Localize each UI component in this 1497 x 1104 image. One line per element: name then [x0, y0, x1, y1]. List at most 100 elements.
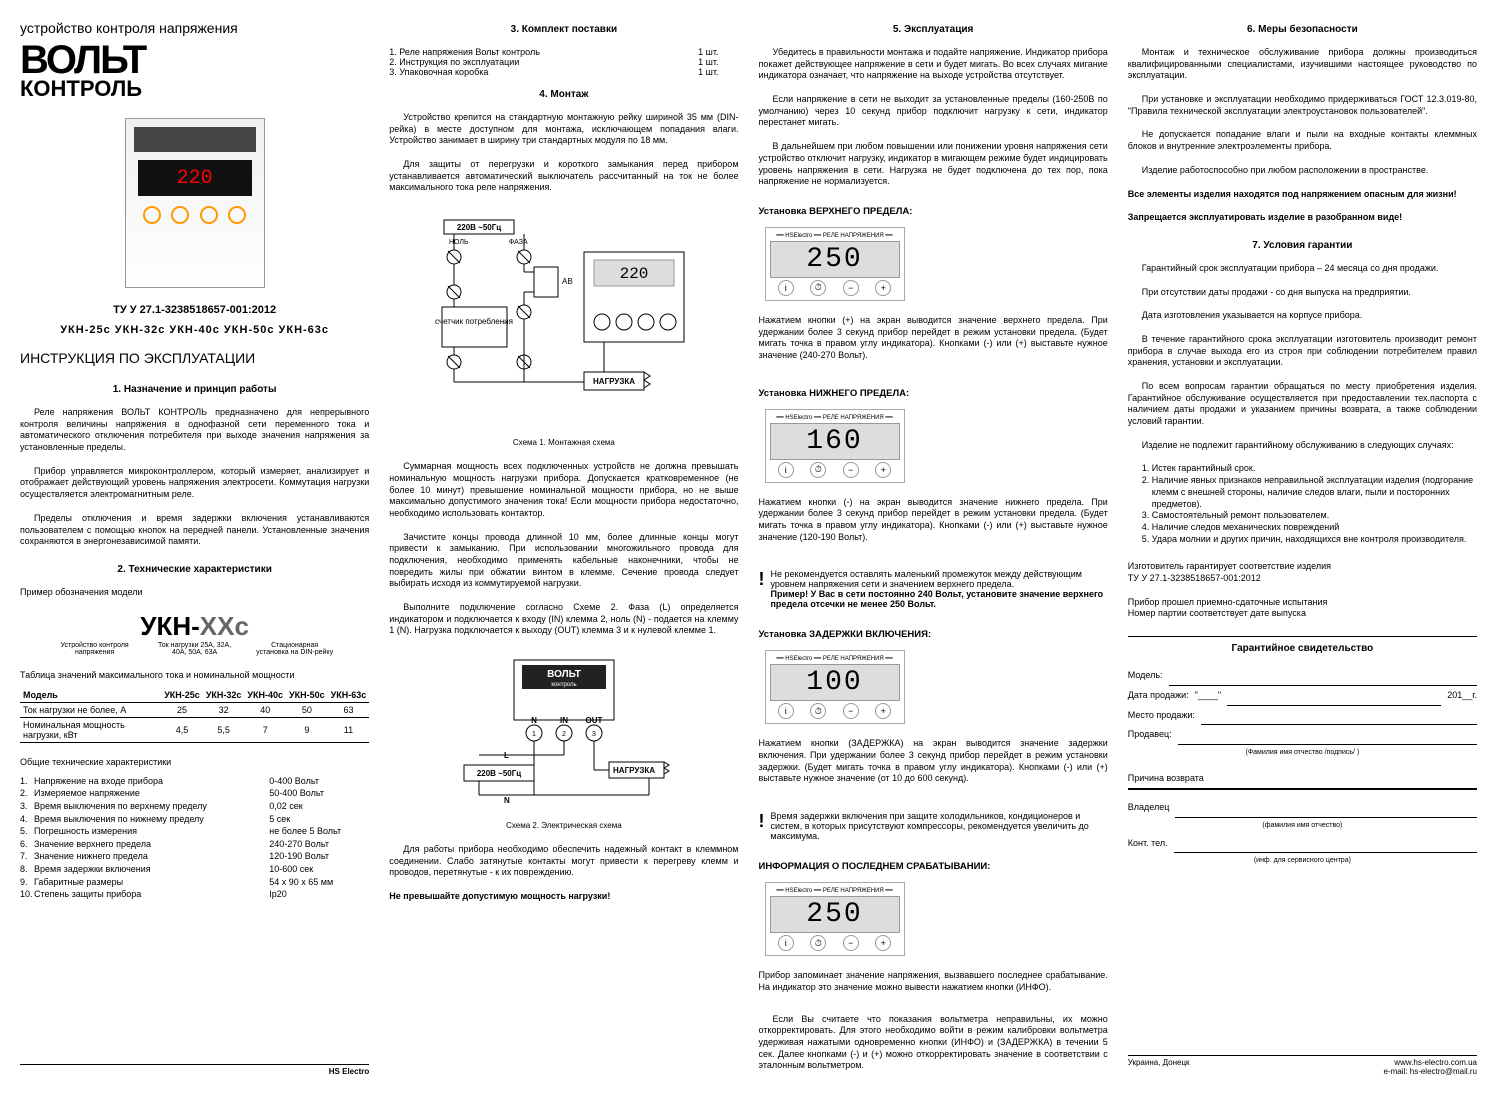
wc-model-label: Модель:: [1128, 666, 1163, 686]
wc-owner-label: Владелец: [1128, 798, 1170, 818]
svg-text:ФАЗА: ФАЗА: [509, 239, 528, 246]
title: устройство контроля напряжения: [20, 20, 369, 36]
info-icon: i: [778, 935, 794, 951]
s4-p3: Суммарная мощность всех подключенных уст…: [389, 461, 738, 519]
delay-icon: ⏱: [810, 703, 826, 719]
mfr-4: Номер партии соответствует дате выпуска: [1128, 608, 1306, 618]
footer-url: www.hs-electro.com.ua: [1394, 1058, 1477, 1067]
svg-text:счетчик потребления: счетчик потребления: [435, 317, 513, 326]
delay-icon: ⏱: [810, 462, 826, 478]
warranty-exclusions: 1. Истек гарантийный срок. 2. Наличие яв…: [1128, 463, 1477, 545]
info-h: ИНФОРМАЦИЯ О ПОСЛЕДНЕМ СРАБАТЫВАНИИ:: [759, 861, 1108, 872]
col-3: 5. Эксплуатация Убедитесь в правильности…: [759, 20, 1108, 1076]
mfr-2: ТУ У 27.1-3238518657-001:2012: [1128, 573, 1261, 583]
th-4: УКН-50с: [286, 688, 328, 703]
s6-p1: Монтаж и техническое обслуживание прибор…: [1128, 47, 1477, 82]
wc-seller-sub: (Фамилия имя отчество /подпись/ ): [1128, 745, 1477, 760]
wc-reason-label: Причина возврата: [1128, 769, 1204, 789]
svg-text:OUT: OUT: [585, 716, 602, 725]
sect-5-h: 5. Эксплуатация: [759, 24, 1108, 35]
th-model: Модель: [20, 688, 161, 703]
logo: ВОЛЬТ: [20, 44, 369, 76]
display-lower: ━━ HSElectro ━━ РЕЛЕ НАПРЯЖЕНИЯ ━━ 160 i…: [765, 409, 905, 483]
s5-p1: Убедитесь в правильности монтажа и подай…: [759, 47, 1108, 82]
delivery-table: 1. Реле напряжения Вольт контроль1 шт. 2…: [389, 47, 738, 77]
display-value: 250: [770, 241, 900, 278]
sect-3-h: 3. Комплект поставки: [389, 24, 738, 35]
sect-7-h: 7. Условия гарантии: [1128, 240, 1477, 251]
svg-text:контроль: контроль: [551, 682, 576, 688]
s1-p2: Прибор управляется микроконтроллером, ко…: [20, 466, 369, 501]
s4-p7: Не превышайте допустимую мощность нагруз…: [389, 891, 738, 903]
wc-seller-label: Продавец:: [1128, 725, 1172, 745]
warn1-text: Не рекомендуется оставлять маленький про…: [771, 569, 1082, 589]
model-code: УКН-ХХс Устройство контроля напряженияТо…: [20, 611, 369, 656]
minus-icon: −: [843, 280, 859, 296]
info-icon: i: [778, 462, 794, 478]
list-item: 5. Удара молнии и других причин, находящ…: [1142, 534, 1477, 546]
svg-text:ВОЛЬТ: ВОЛЬТ: [547, 669, 581, 680]
warn2-text: Время задержки включения при защите холо…: [771, 811, 1108, 841]
model-code-example: Пример обозначения модели: [20, 587, 369, 597]
s7-p6: Изделие не подлежит гарантийному обслужи…: [1128, 440, 1477, 452]
s4-p6: Для работы прибора необходимо обеспечить…: [389, 844, 738, 879]
sect-2-h: 2. Технические характеристики: [20, 564, 369, 575]
svg-text:НАГРУЗКА: НАГРУЗКА: [593, 377, 635, 386]
th-1: УКН-25с: [161, 688, 203, 703]
mc-prefix: УКН-: [140, 611, 199, 641]
wc-owner-sub: (фамилия имя отчество): [1128, 818, 1477, 833]
s6-p4: Изделие работоспособно при любом располо…: [1128, 165, 1477, 177]
info-icon: i: [778, 703, 794, 719]
table-caption: Таблица значений максимального тока и но…: [20, 670, 369, 680]
minus-icon: −: [843, 703, 859, 719]
s7-p2: При отсутствии даты продажи - со дня вып…: [1128, 287, 1477, 299]
svg-text:НОЛЬ: НОЛЬ: [449, 239, 469, 246]
delay-icon: ⏱: [810, 280, 826, 296]
svg-text:IN: IN: [560, 716, 568, 725]
chars-heading: Общие технические характеристики: [20, 757, 369, 767]
svg-text:N: N: [504, 796, 510, 805]
schema-2: ВОЛЬТконтроль 1N 2IN 3OUT L 220В ~50Гц N…: [454, 655, 674, 805]
list-item: 3. Самостоятельный ремонт пользователем.: [1142, 510, 1477, 522]
svg-text:220: 220: [619, 265, 648, 283]
device-image: 220: [125, 118, 265, 288]
col-1: устройство контроля напряжения ВОЛЬТ КОН…: [20, 20, 369, 1076]
footer-4: Украина, Донецк www.hs-electro.com.uae-m…: [1128, 1055, 1477, 1076]
s4-p5: Выполните подключение согласно Схеме 2. …: [389, 602, 738, 637]
s7-p3: Дата изготовления указывается на корпусе…: [1128, 310, 1477, 322]
display-value: 250: [770, 896, 900, 933]
schema-2-caption: Схема 2. Электрическая схема: [389, 821, 738, 830]
s6-p2: При установке и эксплуатации необходимо …: [1128, 94, 1477, 117]
col-2: 3. Комплект поставки 1. Реле напряжения …: [389, 20, 738, 1076]
table-row: Номинальная мощность нагрузки, кВт4,55,5…: [20, 717, 369, 742]
svg-text:2: 2: [562, 731, 566, 738]
mc-d3: Стационарная установка на DIN-рейку: [255, 642, 335, 656]
col-4: 6. Меры безопасности Монтаж и техническо…: [1128, 20, 1477, 1076]
lower-limit-p: Нажатием кнопки (-) на экран выводится з…: [759, 497, 1108, 544]
model-list: УКН-25с УКН-32с УКН-40с УКН-50с УКН-63с: [20, 324, 369, 336]
svg-text:220В ~50Гц: 220В ~50Гц: [477, 769, 521, 778]
svg-text:3: 3: [592, 731, 596, 738]
sect-1-h: 1. Назначение и принцип работы: [20, 384, 369, 395]
plus-icon: +: [875, 462, 891, 478]
schema-1: 220В ~50Гц НОЛЬФАЗА АВ счетчик потреблен…: [434, 212, 694, 422]
s5-p3: В дальнейшем при любом повышении или пон…: [759, 141, 1108, 188]
warranty-form: Модель: Дата продажи:"____"201__г. Место…: [1128, 666, 1477, 869]
warning-icon: !: [759, 811, 765, 832]
minus-icon: −: [843, 935, 859, 951]
warning-icon: !: [759, 569, 765, 590]
schema-1-caption: Схема 1. Монтажная схема: [389, 438, 738, 447]
mc-d2: Ток нагрузки 25А, 32А, 40А, 50А, 63А: [155, 642, 235, 656]
sect-4-h: 4. Монтаж: [389, 89, 738, 100]
display-value: 160: [770, 423, 900, 460]
s7-p5: По всем вопросам гарантии обращаться по …: [1128, 381, 1477, 428]
footer-hs: HS Electro: [329, 1067, 369, 1076]
footer-1: HS Electro: [20, 1064, 369, 1076]
table-row: Ток нагрузки не более, А2532405063: [20, 702, 369, 717]
sect-6-h: 6. Меры безопасности: [1128, 24, 1477, 35]
svg-text:НАГРУЗКА: НАГРУЗКА: [613, 766, 655, 775]
s4-p4: Зачистите концы провода длинной 10 мм, б…: [389, 532, 738, 590]
plus-icon: +: [875, 703, 891, 719]
minus-icon: −: [843, 462, 859, 478]
tu-code: ТУ У 27.1-3238518657-001:2012: [20, 304, 369, 316]
